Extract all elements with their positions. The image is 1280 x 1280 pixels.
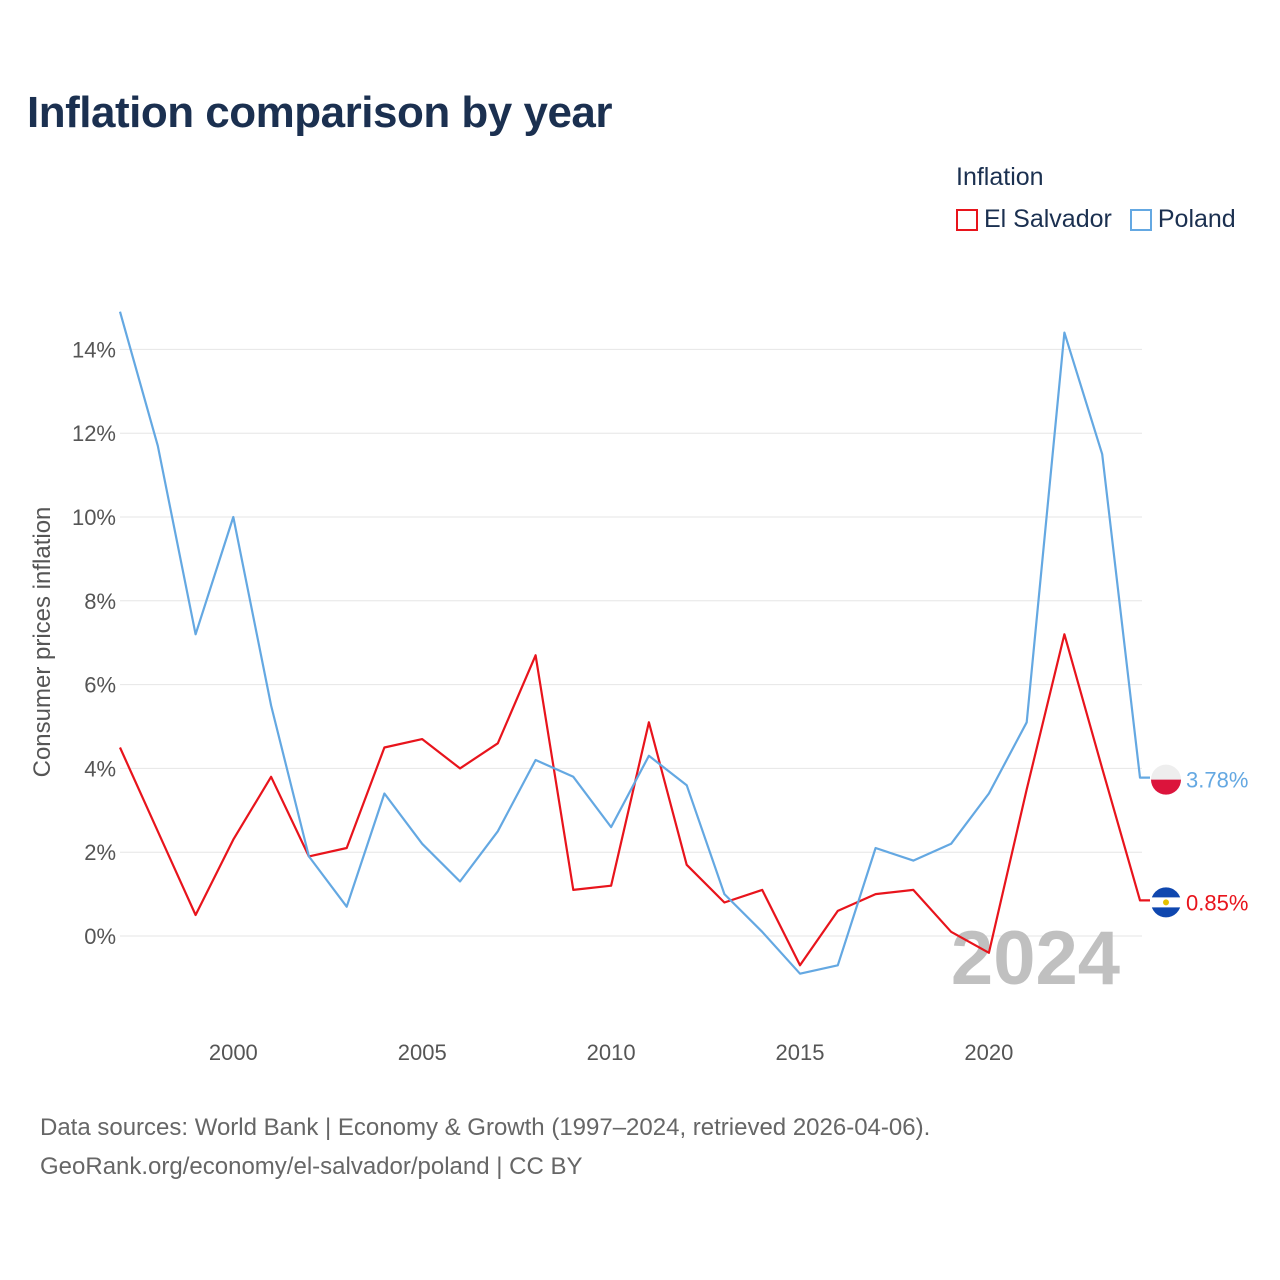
x-tick-label: 2010	[587, 1040, 636, 1065]
series-line-el-salvador	[118, 633, 1150, 967]
x-tick-label: 2005	[398, 1040, 447, 1065]
series-line-poland	[118, 311, 1150, 975]
y-tick-label: 8%	[84, 589, 116, 614]
end-markers: 0.85% 3.78%	[1151, 764, 1248, 918]
legend-label-poland: Poland	[1157, 205, 1236, 233]
chart-title: Inflation comparison by year	[27, 88, 613, 137]
y-axis-title: Consumer prices inflation	[29, 507, 56, 778]
flag-red	[1151, 779, 1181, 795]
y-tick-label: 4%	[84, 756, 116, 781]
legend-label-el-salvador: El Salvador	[984, 205, 1112, 233]
legend-title: Inflation	[956, 163, 1044, 191]
end-label-poland: 3.78%	[1186, 768, 1248, 793]
x-axis-ticks: 2000 2005 2010 2015 2020	[209, 1040, 1014, 1065]
legend-item-el-salvador[interactable]: El Salvador	[956, 205, 1112, 234]
line-chart: 0% 2% 4% 6% 8% 10% 12% 14% 2000 2005 2010 2015 2020…	[29, 311, 1248, 1065]
flag-icon-poland	[1151, 764, 1181, 795]
y-tick-label: 6%	[84, 673, 116, 698]
legend-swatch-poland	[1129, 208, 1152, 231]
y-tick-label: 14%	[72, 337, 116, 362]
x-tick-label: 2015	[776, 1040, 825, 1065]
footer: Data sources: World Bank | Economy & Gro…	[40, 1108, 930, 1186]
source-text: Data sources: World Bank | Economy & Gro…	[40, 1114, 931, 1141]
data-series	[118, 311, 1150, 975]
grid-lines	[120, 348, 1142, 937]
attribution-link[interactable]: GeoRank.org/economy/el-salvador/poland |…	[40, 1153, 583, 1180]
x-tick-label: 2000	[209, 1040, 258, 1065]
flag-emblem	[1163, 899, 1169, 906]
year-watermark: 2024	[951, 916, 1120, 1001]
x-tick-label: 2020	[964, 1040, 1013, 1065]
end-label-el-salvador: 0.85%	[1186, 890, 1248, 915]
flag-icon-el-salvador	[1151, 887, 1181, 918]
legend-swatch-el-salvador	[956, 208, 978, 231]
y-tick-label: 2%	[84, 840, 116, 865]
y-tick-label: 0%	[84, 924, 116, 949]
y-axis-ticks: 0% 2% 4% 6% 8% 10% 12% 14%	[72, 337, 116, 949]
legend-item-poland[interactable]: Poland	[1129, 205, 1236, 234]
legend: El Salvador Poland	[956, 205, 1236, 234]
y-tick-label: 10%	[72, 505, 116, 530]
y-tick-label: 12%	[72, 421, 116, 446]
